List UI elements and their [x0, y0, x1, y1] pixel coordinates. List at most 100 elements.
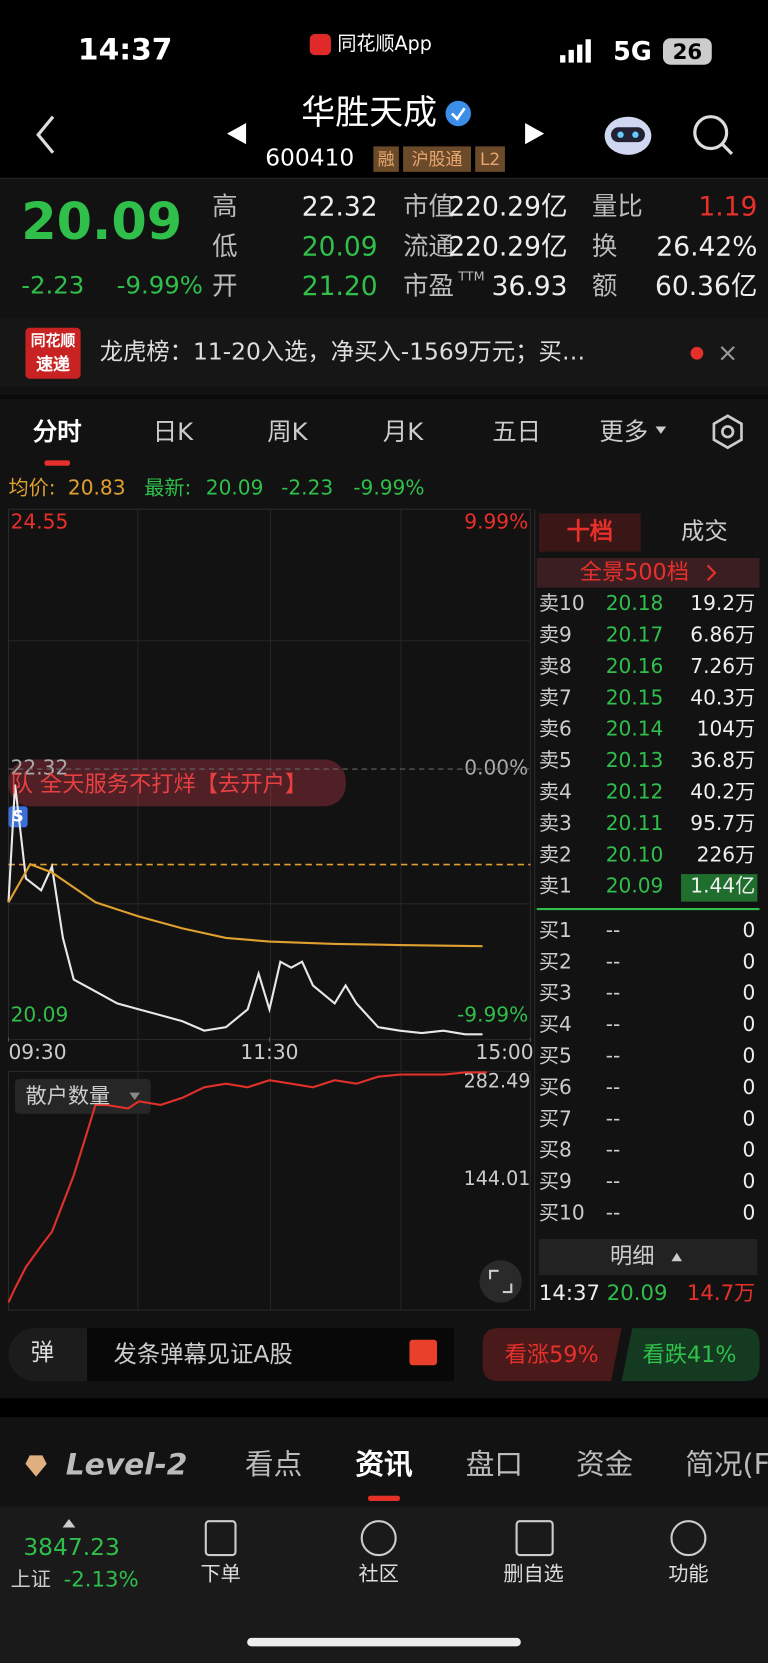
- book-label: 卖2: [539, 842, 572, 866]
- action-label[interactable]: 功能: [668, 1562, 708, 1586]
- nav-tab[interactable]: 盘口: [466, 1447, 523, 1481]
- stat-label: 量比: [592, 192, 643, 222]
- chart-tab[interactable]: 更多: [599, 417, 648, 446]
- chart-tab[interactable]: 日K: [153, 417, 194, 446]
- book-label: 卖10: [539, 591, 585, 615]
- danmu-placeholder[interactable]: 发条弹幕见证A股: [114, 1340, 293, 1368]
- nav-tab[interactable]: 资金: [576, 1447, 633, 1481]
- y-tick-label: 144.01: [464, 1167, 531, 1190]
- book-price: --: [606, 1106, 621, 1130]
- fullscreen-button[interactable]: [479, 1260, 522, 1303]
- detail-label[interactable]: 明细: [610, 1244, 655, 1270]
- nav-tab[interactable]: 资讯: [355, 1447, 413, 1481]
- chart-tab[interactable]: 分时: [33, 417, 82, 446]
- book-label: 卖8: [539, 654, 572, 678]
- news-text[interactable]: 龙虎榜：11-20入选，净买入-1569万元；买…: [100, 338, 586, 366]
- bear-label[interactable]: 看跌41%: [642, 1342, 736, 1368]
- last-price: 20.09: [21, 193, 182, 252]
- stock-tag: 融: [378, 150, 395, 170]
- stat-value: 60.36亿: [655, 271, 757, 302]
- book-volume: 1.44亿: [690, 874, 755, 898]
- avg-price: 20.83: [68, 476, 126, 500]
- x-tick-label: 09:30: [8, 1040, 66, 1064]
- chart-frame: [7, 1070, 531, 1311]
- book-volume: 19.2万: [690, 591, 755, 615]
- index-name[interactable]: 上证: [11, 1567, 51, 1591]
- stat-value: 36.93: [492, 271, 568, 302]
- book-price: 20.10: [606, 842, 664, 866]
- detail-bar[interactable]: [538, 1238, 758, 1276]
- index-value[interactable]: 3847.23: [23, 1533, 119, 1561]
- trade-time: 14:37: [539, 1281, 600, 1306]
- book-tab[interactable]: 十档: [566, 517, 613, 545]
- nav-tab[interactable]: Level-2: [66, 1448, 188, 1483]
- body-bg: [0, 178, 768, 1663]
- book-label: 卖9: [539, 623, 572, 647]
- news-close[interactable]: [720, 346, 735, 361]
- stat-label: 流通: [403, 232, 454, 262]
- ad-text[interactable]: 队 全天服务不打烊【去开户】: [11, 771, 308, 797]
- bull-label[interactable]: 看涨59%: [505, 1342, 599, 1368]
- y-tick-label: 282.49: [464, 1069, 531, 1092]
- assistant-button[interactable]: [604, 116, 652, 155]
- chart-selector[interactable]: [14, 1078, 151, 1114]
- stat-value: 1.19: [698, 191, 757, 222]
- panorama-arrow: [706, 564, 717, 582]
- chart-tab[interactable]: 月K: [383, 417, 424, 446]
- book-price: 20.09: [606, 874, 664, 898]
- action-label[interactable]: 删自选: [503, 1562, 563, 1586]
- bull-button[interactable]: [482, 1328, 622, 1382]
- bear-button[interactable]: [621, 1328, 760, 1382]
- settings-dot: [721, 425, 735, 439]
- news-bar[interactable]: [0, 318, 768, 388]
- verified-badge: [445, 100, 471, 127]
- settings-button[interactable]: [712, 414, 743, 450]
- next-stock[interactable]: [525, 123, 545, 145]
- book-tab[interactable]: 成交: [681, 517, 728, 545]
- index-change[interactable]: -2.13%: [64, 1568, 139, 1593]
- stat-label: 换: [592, 232, 617, 262]
- book-volume: 0: [742, 1012, 755, 1036]
- danmu-field[interactable]: [86, 1328, 455, 1382]
- series-line: [7, 862, 483, 948]
- news-badge-bg: [25, 327, 81, 379]
- book-volume: 0: [742, 1043, 755, 1067]
- x-tick-label: 11:30: [240, 1040, 298, 1064]
- book-price: 20.18: [606, 591, 664, 615]
- news-badge: 同花顺: [31, 332, 76, 350]
- back-button[interactable]: [36, 115, 55, 154]
- book-label: 卖7: [539, 685, 572, 709]
- stat-label: 市盈: [403, 271, 454, 301]
- gift-icon[interactable]: [409, 1339, 438, 1366]
- book-label: 买2: [539, 949, 572, 973]
- book-price: 20.17: [606, 623, 664, 647]
- nav-tab[interactable]: 简况(F: [685, 1447, 768, 1481]
- stock-name: 华胜天成: [301, 93, 437, 133]
- nav-tab[interactable]: 看点: [245, 1447, 302, 1481]
- search-button[interactable]: [693, 115, 734, 155]
- panorama-bg[interactable]: [536, 557, 760, 588]
- series-line: [7, 784, 483, 1036]
- book-price: --: [606, 1043, 621, 1067]
- panorama-link[interactable]: 全景500档: [580, 559, 689, 585]
- action-label[interactable]: 社区: [359, 1562, 399, 1586]
- book-label: 卖1: [539, 874, 572, 898]
- index-arrow[interactable]: [62, 1519, 76, 1528]
- grid: [8, 509, 531, 1311]
- action-label[interactable]: 下单: [200, 1562, 240, 1586]
- prev-stock[interactable]: [227, 123, 247, 145]
- stat-value: 26.42%: [656, 232, 757, 263]
- chart-tab[interactable]: 五日: [492, 417, 541, 446]
- danmu-icon[interactable]: 弹: [31, 1338, 54, 1366]
- price-change: -2.23: [21, 270, 84, 299]
- book-volume: 0: [742, 918, 755, 942]
- tag-bg: [403, 146, 471, 172]
- ad-banner[interactable]: [8, 759, 346, 807]
- chart-tab[interactable]: 周K: [267, 417, 308, 446]
- chart-title[interactable]: 散户数量: [25, 1084, 110, 1109]
- last-label: 最新:: [144, 476, 191, 500]
- book-volume: 0: [742, 1200, 755, 1224]
- book-label: 卖4: [539, 780, 572, 804]
- stat-value: 20.09: [302, 232, 378, 263]
